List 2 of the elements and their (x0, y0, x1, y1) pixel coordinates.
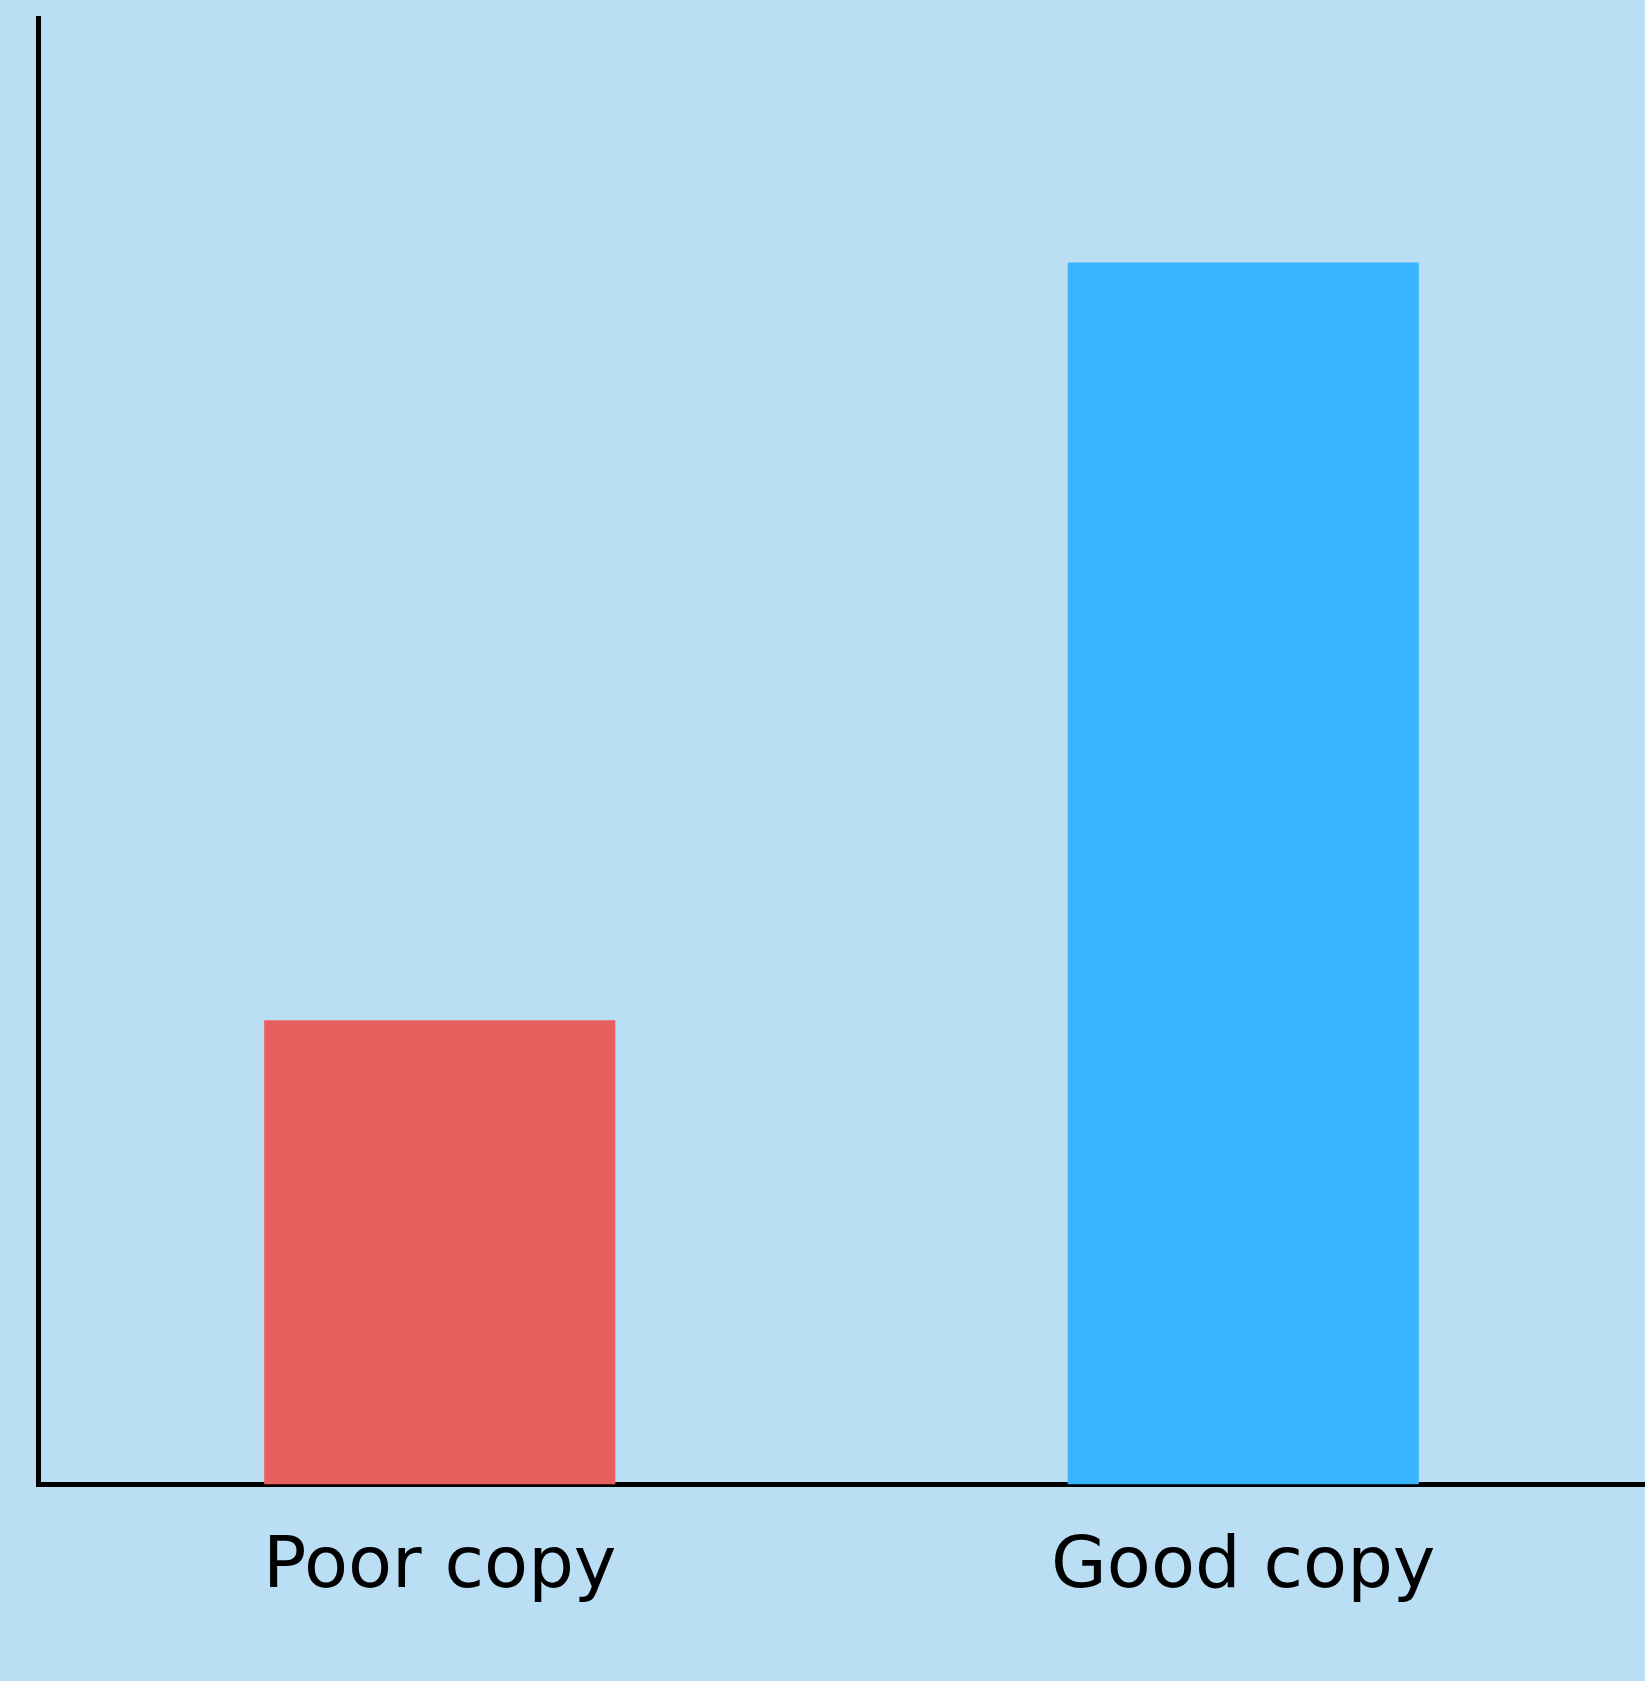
x-tick-label: Good copy (1051, 1519, 1436, 1604)
x-tick-label: Poor copy (263, 1519, 617, 1604)
